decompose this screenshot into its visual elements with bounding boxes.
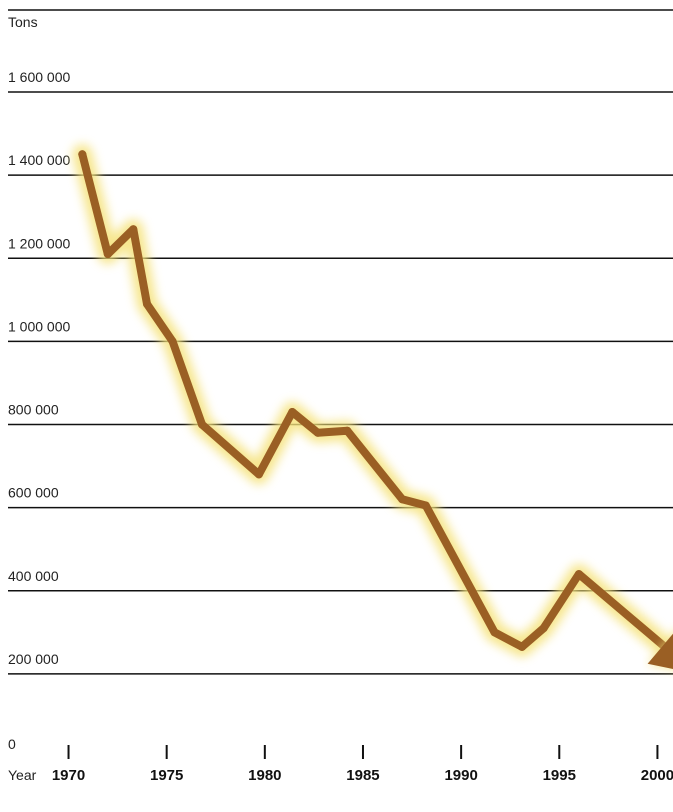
- data-point: [288, 408, 297, 416]
- x-tick-label: 2000: [641, 767, 673, 784]
- x-tick-label: 1970: [52, 767, 85, 784]
- y-tick-label: 1 000 000: [8, 318, 70, 334]
- y-tick-label: 1 200 000: [8, 235, 70, 251]
- y-tick-label: 0: [8, 736, 16, 752]
- series-arrowhead: [647, 633, 673, 670]
- data-point: [518, 642, 526, 651]
- x-tick-label: 1995: [543, 767, 576, 784]
- x-tick-label: 1990: [444, 767, 477, 784]
- x-axis: 1970 1975 1980 1985 1990 1995 2000: [52, 745, 673, 784]
- data-point: [490, 628, 499, 637]
- data-point: [343, 426, 352, 435]
- data-point: [421, 501, 430, 510]
- data-point: [78, 150, 87, 159]
- y-tick-label: 200 000: [8, 651, 59, 667]
- x-tick-label: 1980: [248, 767, 281, 784]
- data-point: [539, 624, 548, 633]
- data-point: [103, 250, 112, 259]
- y-tick-label: 1 600 000: [8, 69, 70, 85]
- y-tick-label: 600 000: [8, 485, 59, 501]
- y-tick-labels: 0 200 000 400 000 600 000 800 000 1 000 000 1 …: [8, 69, 70, 752]
- y-tick-label: 400 000: [8, 568, 59, 584]
- x-tick-label: 1975: [150, 767, 183, 784]
- data-point: [574, 570, 583, 579]
- x-tick-label: 1985: [346, 767, 379, 784]
- y-tick-label: 800 000: [8, 402, 59, 418]
- data-point: [168, 337, 177, 346]
- data-point: [129, 225, 138, 234]
- y-axis-unit-label: Tons: [8, 14, 38, 30]
- data-point: [398, 495, 407, 504]
- y-tick-label: 1 400 000: [8, 152, 70, 168]
- data-point: [254, 470, 263, 479]
- series-layer: [72, 144, 673, 670]
- x-axis-label: Year: [8, 767, 37, 783]
- data-point: [313, 428, 322, 437]
- data-point: [198, 420, 206, 429]
- data-point: [143, 300, 151, 308]
